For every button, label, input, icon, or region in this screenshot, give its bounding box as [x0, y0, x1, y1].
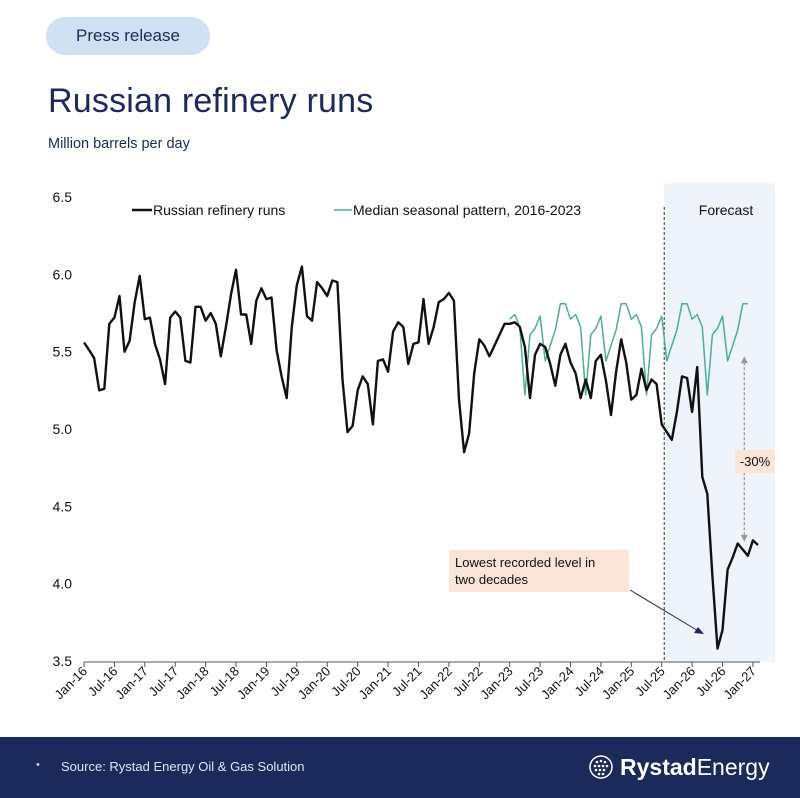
x-tick-label: Jan-25	[599, 664, 638, 703]
x-tick-label: Jan-27	[720, 664, 759, 703]
x-tick-label: Jan-22	[416, 664, 455, 703]
series-line-refinery-runs	[82, 265, 759, 650]
lowest-level-arrow-head	[694, 627, 704, 634]
x-tick-label: Jan-21	[355, 664, 394, 703]
y-tick-label: 4.5	[53, 498, 73, 514]
y-tick-label: 6.0	[53, 266, 73, 282]
rystad-logo: RystadEnergy	[588, 751, 770, 783]
y-tick-label: 5.5	[53, 344, 73, 360]
y-tick-label: 4.0	[53, 576, 73, 592]
x-tick-label: Jan-23	[477, 664, 516, 703]
source-note: Source: Rystad Energy Oil & Gas Solution	[61, 759, 305, 774]
legend-label-runs: Russian refinery runs	[153, 202, 285, 218]
lowest-level-box	[449, 550, 629, 592]
x-tick-label: Jan-18	[173, 664, 212, 703]
lowest-level-line2: two decades	[455, 572, 528, 587]
footer: • Source: Rystad Energy Oil & Gas Soluti…	[0, 737, 800, 798]
logo-word-energy: Energy	[696, 753, 770, 780]
lowest-level-arrow	[629, 589, 701, 633]
chart-subtitle: Million barrels per day	[48, 136, 190, 152]
forecast-label: Forecast	[699, 202, 754, 218]
y-axis: 6.5 6.0 5.5 5.0 4.5 4.0 3.5	[53, 189, 73, 669]
decline-arrow-head-top	[740, 356, 748, 364]
x-tick-label: Jan-24	[538, 664, 577, 703]
y-tick-label: 6.5	[53, 189, 73, 205]
lowest-level-line1: Lowest recorded level in	[455, 555, 595, 570]
refinery-runs-chart: Forecast 6.5 6.0 5.5 5.0 4.5 4.0 3.5 Jan-16Jul…	[51, 183, 775, 702]
x-tick-label: Jan-19	[234, 664, 273, 703]
decline-label-box	[735, 450, 775, 473]
x-tick-label: Jan-20	[295, 664, 334, 703]
legend: Russian refinery runs Median seasonal pa…	[132, 202, 581, 218]
x-tick-label: Jan-26	[660, 664, 699, 703]
series-line-seasonal-pattern	[509, 302, 748, 396]
y-tick-label: 5.0	[53, 421, 73, 437]
globe-icon	[589, 755, 613, 779]
decline-arrow-head-bottom	[740, 534, 748, 542]
press-release-badge: Press release	[46, 17, 210, 55]
x-axis: Jan-16Jul-16Jan-17Jul-17Jan-18Jul-18Jan-…	[51, 662, 759, 702]
series-layer	[82, 265, 759, 650]
decline-annotation: -30%	[735, 356, 775, 542]
decline-label: -30%	[740, 454, 771, 469]
logo-word-rystad: Rystad	[620, 753, 697, 780]
legend-label-seasonal: Median seasonal pattern, 2016-2023	[353, 202, 581, 218]
forecast-region	[664, 183, 775, 662]
chart-title: Russian refinery runs	[48, 82, 374, 120]
lowest-level-annotation: Lowest recorded level in two decades	[449, 550, 704, 634]
x-tick-label: Jan-17	[112, 664, 151, 703]
x-tick-label: Jan-16	[51, 664, 90, 703]
footer-bullet: •	[36, 759, 40, 771]
y-tick-label: 3.5	[53, 653, 73, 669]
